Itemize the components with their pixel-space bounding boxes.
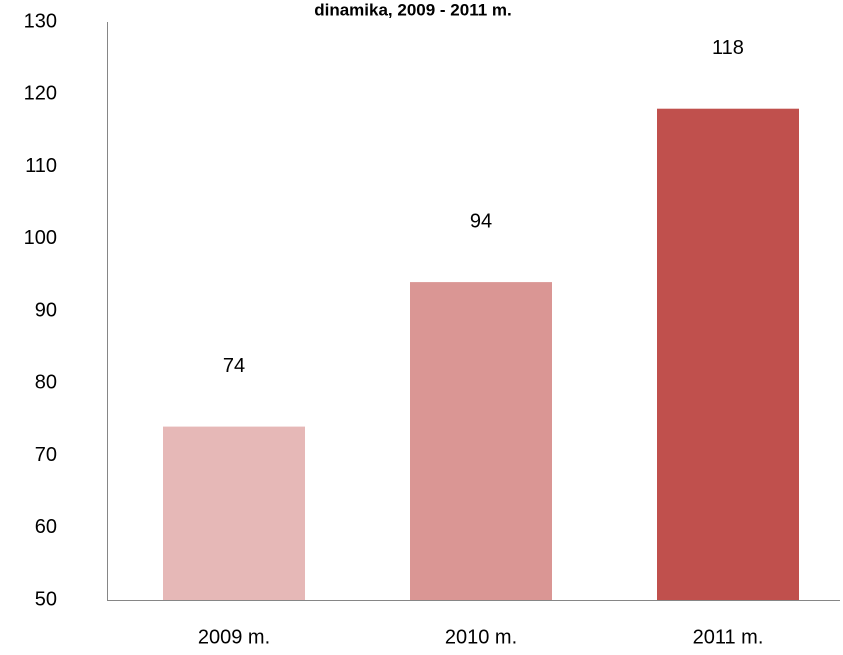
- bar: [657, 108, 799, 600]
- y-tick-label: 120: [24, 83, 57, 105]
- y-tick-label: 130: [24, 10, 57, 32]
- x-tick-label: 2011 m.: [693, 626, 764, 648]
- data-label: 74: [223, 355, 245, 377]
- data-label: 94: [470, 210, 492, 232]
- x-tick-label: 2010 m.: [445, 626, 517, 648]
- y-tick-label: 90: [35, 299, 57, 321]
- y-tick-label: 110: [25, 155, 57, 177]
- y-tick-label: 70: [35, 444, 57, 466]
- y-tick-label: 60: [35, 516, 57, 538]
- bar: [410, 282, 552, 600]
- y-tick-label: 80: [35, 372, 57, 394]
- chart-title: dinamika, 2009 - 2011 m.: [314, 0, 512, 19]
- bar: [163, 426, 305, 600]
- y-tick-label: 100: [24, 227, 57, 249]
- y-tick-label: 50: [35, 588, 57, 610]
- data-label: 118: [712, 37, 744, 59]
- x-tick-label: 2009 m.: [198, 626, 270, 648]
